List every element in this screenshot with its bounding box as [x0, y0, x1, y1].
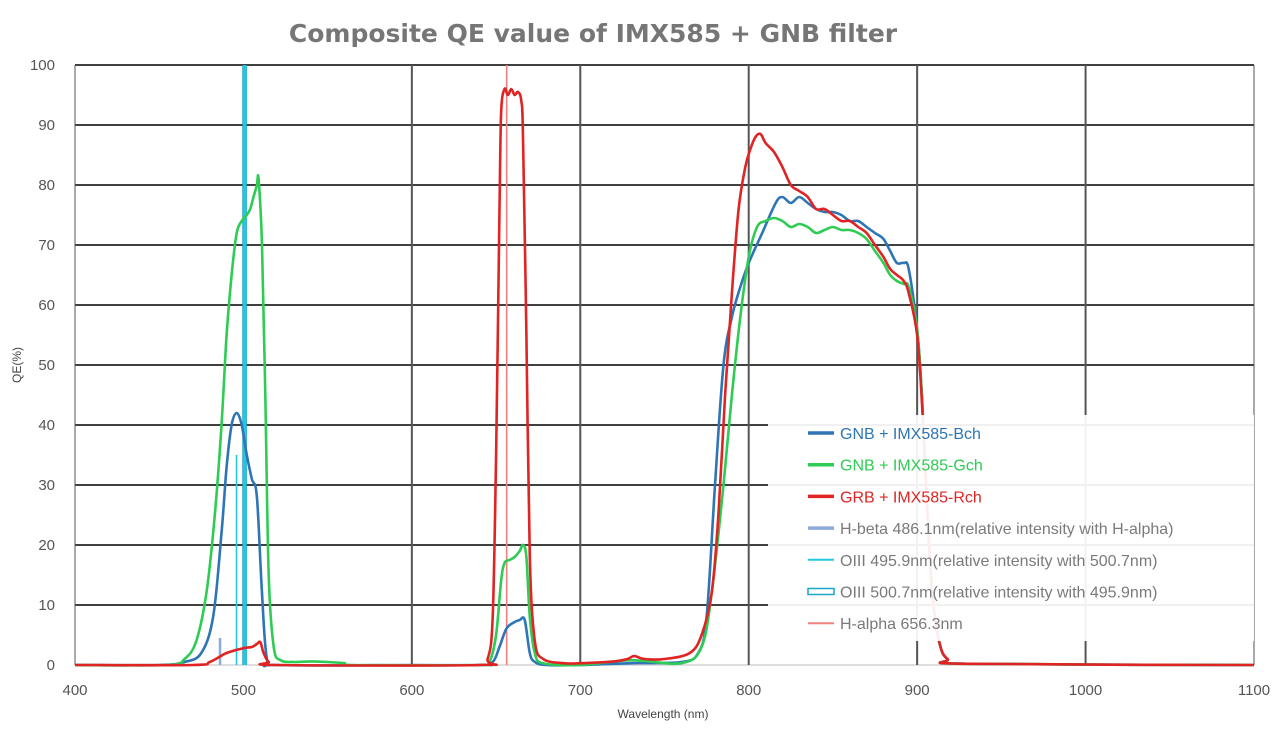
- y-tick-label: 10: [38, 597, 55, 614]
- legend: GNB + IMX585-Bch GNB + IMX585-Gch GRB + IM…: [768, 415, 1254, 641]
- x-tick-label: 1100: [1238, 682, 1270, 699]
- legend-label: GNB + IMX585-Bch: [840, 426, 981, 443]
- legend-label: GNB + IMX585-Gch: [840, 458, 983, 475]
- y-tick-label: 100: [30, 57, 55, 74]
- x-tick-label: 1000: [1069, 682, 1102, 699]
- series-line: [74, 87, 1255, 667]
- qe-curves: [74, 87, 1255, 668]
- legend-label: GRB + IMX585-Rch: [840, 489, 982, 506]
- y-tick-label: 0: [47, 657, 55, 674]
- legend-label: H-beta 486.1nm(relative intensity with H…: [840, 521, 1173, 538]
- emission-lines: [218, 65, 508, 665]
- x-tick-label: 900: [905, 682, 930, 699]
- legend-background: [768, 415, 1254, 641]
- x-axis-label: Wavelength (nm): [618, 707, 709, 721]
- series-line: [74, 173, 1255, 667]
- series-line: [74, 195, 1255, 668]
- x-tick-label: 700: [568, 682, 593, 699]
- y-tick-label: 70: [38, 237, 55, 254]
- legend-label: OIII 500.7nm(relative intensity with 495…: [840, 585, 1157, 602]
- x-tick-label: 500: [231, 682, 256, 699]
- tick-labels: 0 10 20 30 40 50 60 70 80 90 100 400 500 600 700 800 900…: [30, 57, 1270, 699]
- y-tick-label: 50: [38, 357, 55, 374]
- legend-swatch: [807, 587, 835, 596]
- y-tick-label: 30: [38, 477, 55, 494]
- y-tick-label: 20: [38, 537, 55, 554]
- y-axis-label: QE(%): [10, 347, 24, 383]
- y-tick-label: 40: [38, 417, 55, 434]
- chart-title: Composite QE value of IMX585 + GNB filte…: [289, 19, 898, 48]
- x-tick-label: 400: [62, 682, 87, 699]
- legend-label: H-alpha 656.3nm: [840, 616, 963, 633]
- y-tick-label: 80: [38, 177, 55, 194]
- x-tick-label: 800: [736, 682, 761, 699]
- legend-label: OIII 495.9nm(relative intensity with 500…: [840, 553, 1157, 570]
- y-tick-label: 60: [38, 297, 55, 314]
- y-tick-label: 90: [38, 117, 55, 134]
- x-tick-label: 600: [399, 682, 424, 699]
